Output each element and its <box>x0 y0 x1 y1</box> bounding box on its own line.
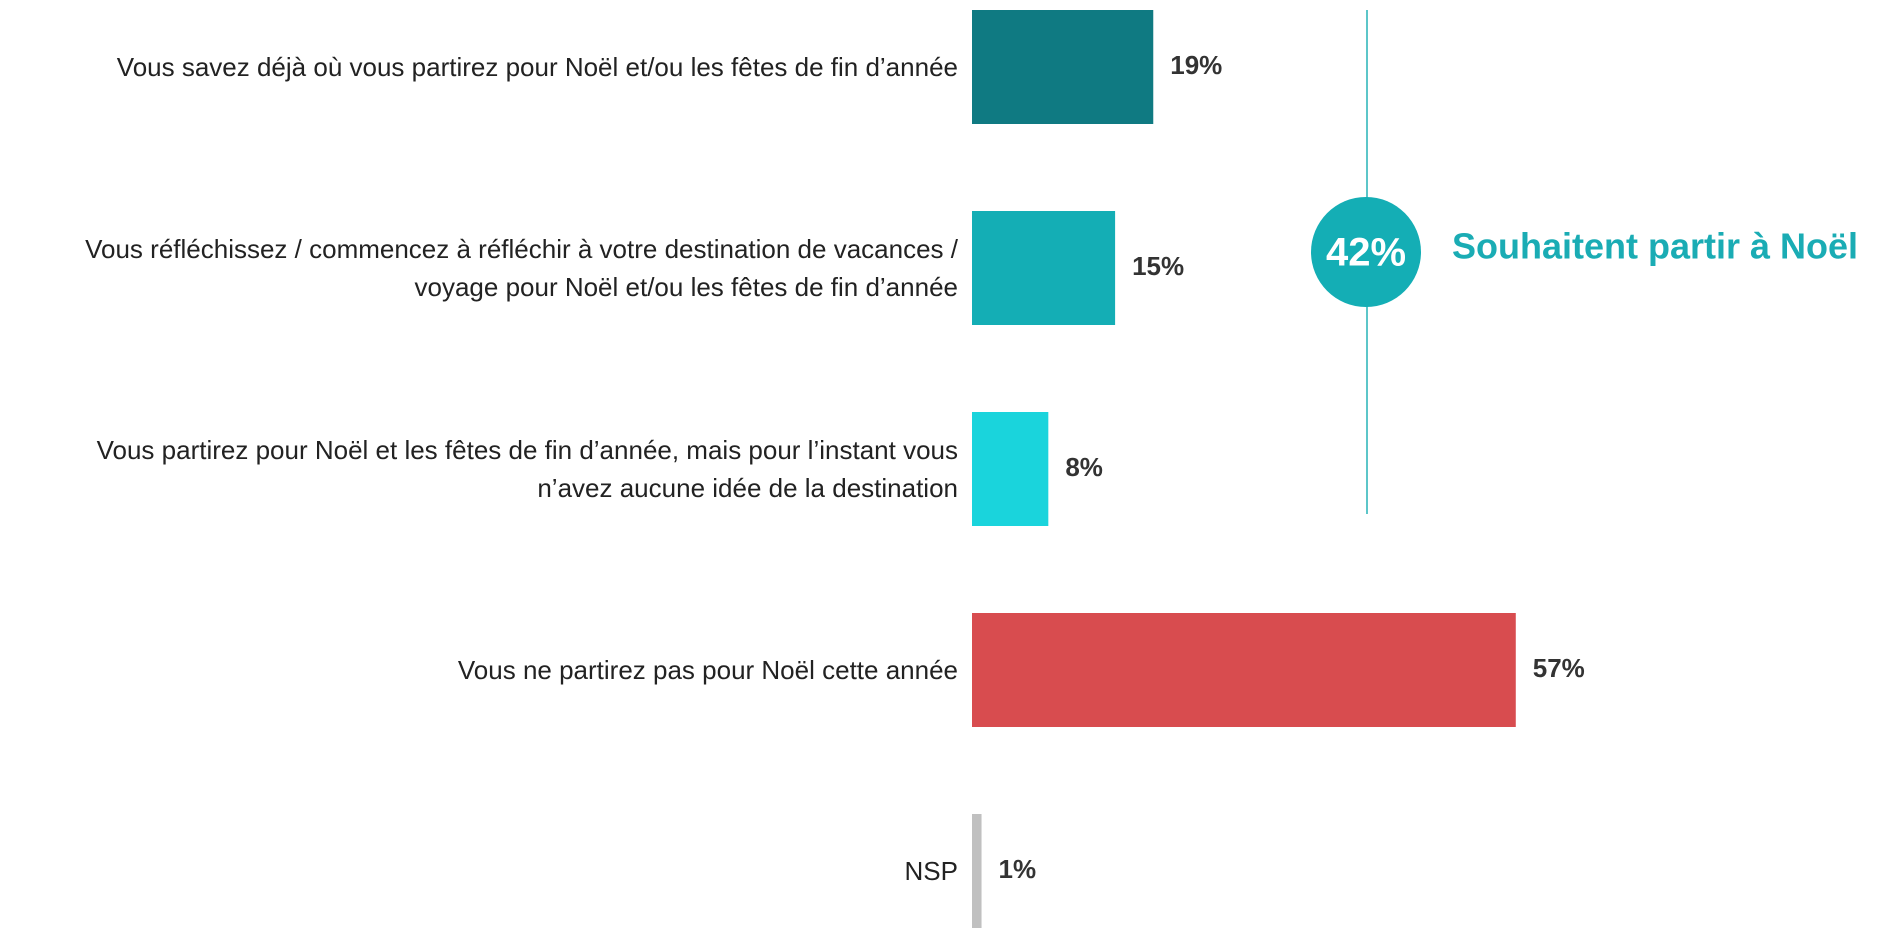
bar <box>972 10 1154 124</box>
value-label: 57% <box>1533 653 1585 683</box>
category-label: Vous savez déjà où vous partirez pour No… <box>116 52 958 82</box>
annotation-value: 42% <box>1326 231 1406 275</box>
bar <box>972 613 1516 727</box>
value-label: 15% <box>1132 251 1184 281</box>
category-label: Vous partirez pour Noël et les fêtes de … <box>96 435 958 503</box>
bar <box>972 412 1049 526</box>
category-label: NSP <box>904 856 958 886</box>
value-label: 1% <box>999 854 1037 884</box>
bar <box>972 211 1116 325</box>
value-label: 8% <box>1065 452 1103 482</box>
bar <box>972 814 982 928</box>
category-label: Vous réfléchissez / commencez à réfléchi… <box>85 234 958 302</box>
annotation-text: Souhaitent partir à Noël <box>1452 226 1858 267</box>
value-label: 19% <box>1170 50 1222 80</box>
annotation-circle <box>1311 197 1421 307</box>
category-label: Vous ne partirez pas pour Noël cette ann… <box>457 655 958 685</box>
